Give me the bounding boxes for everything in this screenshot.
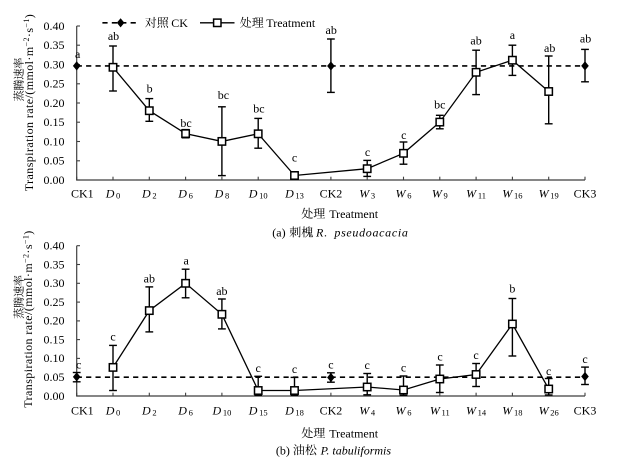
svg-text:Transpiration rate/(mmol·m−2·s: Transpiration rate/(mmol·m−2·s−1) (22, 14, 36, 191)
svg-text:D 6: D 6 (177, 187, 193, 201)
svg-text:D 10: D 10 (211, 403, 231, 417)
svg-text:c: c (292, 151, 297, 165)
svg-text:bc: bc (180, 116, 191, 130)
svg-text:c: c (582, 352, 587, 366)
svg-text:0.15: 0.15 (44, 332, 65, 346)
svg-text:ab: ab (544, 41, 555, 55)
svg-text:D 0: D 0 (105, 403, 121, 417)
svg-text:bc: bc (434, 97, 445, 111)
svg-text:0.35: 0.35 (44, 38, 65, 52)
svg-text:0.10: 0.10 (44, 134, 65, 148)
svg-text:a: a (510, 28, 516, 42)
svg-text:(b): (b) (276, 443, 290, 457)
svg-text:0.05: 0.05 (44, 370, 65, 384)
svg-text:D 8: D 8 (214, 187, 230, 201)
svg-text:c: c (473, 348, 478, 362)
svg-text:0.00: 0.00 (44, 389, 65, 403)
svg-text:CK2: CK2 (320, 187, 343, 201)
svg-text:D 10: D 10 (248, 187, 268, 201)
svg-text:W 18: W 18 (502, 403, 522, 417)
svg-text:ab: ab (144, 272, 155, 286)
svg-text:c: c (365, 358, 370, 372)
svg-text:Transpiration rate/(mmol·m−2·s: Transpiration rate/(mmol·m−2·s−1) (21, 230, 35, 407)
svg-text:W 19: W 19 (539, 187, 559, 201)
svg-text:0.25: 0.25 (44, 77, 65, 91)
svg-text:W 3: W 3 (359, 187, 375, 201)
svg-text:ab: ab (216, 284, 227, 298)
svg-text:0.10: 0.10 (44, 351, 65, 365)
svg-text:(a): (a) (272, 226, 285, 240)
svg-text:D 13: D 13 (284, 187, 304, 201)
svg-text:0.40: 0.40 (44, 19, 65, 33)
svg-text:0.05: 0.05 (44, 154, 65, 168)
svg-text:c: c (546, 364, 551, 378)
svg-text:Treatment: Treatment (329, 207, 379, 221)
svg-text:b: b (509, 281, 515, 295)
svg-text:CK3: CK3 (574, 403, 597, 417)
svg-text:D 0: D 0 (105, 187, 121, 201)
svg-text:W 26: W 26 (539, 403, 559, 417)
svg-text:W 16: W 16 (502, 187, 522, 201)
svg-text:0.30: 0.30 (44, 57, 65, 71)
svg-text:c: c (110, 330, 115, 344)
svg-text:c: c (365, 145, 370, 159)
svg-text:ab: ab (580, 32, 591, 46)
svg-text:0.25: 0.25 (44, 295, 65, 309)
svg-text:a: a (184, 253, 190, 267)
svg-text:b: b (147, 81, 153, 95)
svg-text:c: c (401, 128, 406, 142)
svg-text:W 6: W 6 (396, 187, 412, 201)
svg-text:0.35: 0.35 (44, 257, 65, 271)
svg-text:0.30: 0.30 (44, 276, 65, 290)
svg-text:W 9: W 9 (432, 187, 448, 201)
svg-text:0.20: 0.20 (44, 314, 65, 328)
svg-text:CK1: CK1 (71, 187, 94, 201)
svg-text:c: c (292, 362, 297, 376)
svg-text:W 11: W 11 (466, 187, 486, 201)
svg-text:CK3: CK3 (574, 187, 597, 201)
svg-text:D 2: D 2 (141, 187, 157, 201)
svg-text:D 2: D 2 (141, 403, 157, 417)
svg-text:a: a (75, 47, 81, 61)
svg-text:D 6: D 6 (177, 403, 193, 417)
svg-text:CK1: CK1 (71, 403, 94, 417)
svg-text:0.00: 0.00 (44, 173, 65, 187)
svg-text:c: c (76, 357, 81, 371)
svg-text:c: c (437, 350, 442, 364)
svg-text:D 15: D 15 (248, 403, 268, 417)
svg-text:0.40: 0.40 (44, 239, 65, 253)
svg-text:P. tabuliformis: P. tabuliformis (320, 443, 392, 457)
svg-text:W 4: W 4 (359, 403, 376, 417)
svg-text:c: c (256, 361, 261, 375)
svg-text:0.20: 0.20 (44, 96, 65, 110)
svg-text:bc: bc (253, 102, 264, 116)
svg-text:Treatment: Treatment (266, 16, 316, 30)
svg-text:W 14: W 14 (466, 403, 487, 417)
svg-text:bc: bc (218, 88, 229, 102)
svg-text:D 18: D 18 (284, 403, 304, 417)
svg-text:ab: ab (326, 23, 337, 37)
svg-text:ab: ab (108, 29, 119, 43)
svg-text:c: c (401, 361, 406, 375)
svg-text:CK2: CK2 (320, 403, 343, 417)
svg-text:c: c (328, 358, 333, 372)
svg-text:CK: CK (171, 16, 188, 30)
svg-text:W 11: W 11 (430, 403, 450, 417)
svg-text:Treatment: Treatment (329, 426, 379, 440)
svg-text:W 6: W 6 (396, 403, 412, 417)
svg-text:0.15: 0.15 (44, 115, 65, 129)
svg-text:R.pseudoacacia: R. pseudoacacia (315, 226, 409, 240)
svg-text:ab: ab (470, 34, 481, 48)
